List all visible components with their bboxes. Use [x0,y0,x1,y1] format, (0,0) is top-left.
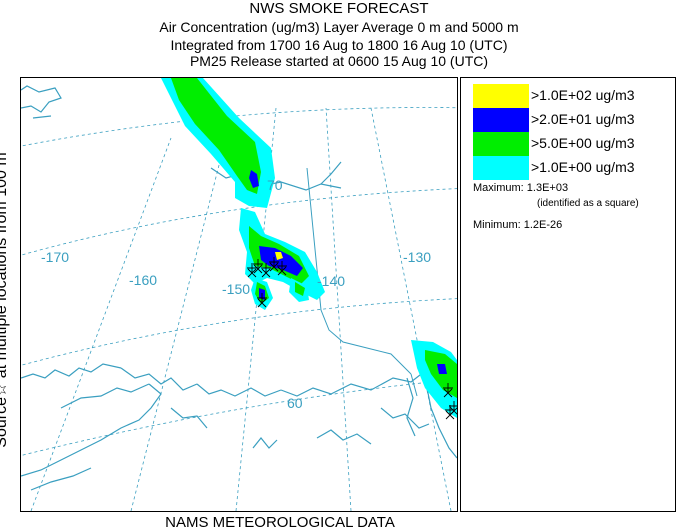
lat-label-60: 60 [287,395,303,411]
lon-label-140: -140 [317,273,345,289]
subtitle-concentration: Air Concentration (ug/m3) Layer Average … [159,19,519,35]
legend-label-1: >1.0E+00 ug/m3 [531,159,635,175]
subtitle-release-start: PM25 Release started at 0600 15 Aug 10 (… [189,53,489,69]
legend-swatch-yellow [473,84,529,108]
map-panel: -170 -160 -150 -140 -130 70 60 [20,77,458,512]
smoke-plume-east [411,340,457,418]
subtitle-integration-period: Integrated from 1700 16 Aug to 1800 16 A… [170,37,508,53]
minimum-value: Minimum: 1.2E-26 [473,219,563,231]
source-location-label: Source☆ at multiple locations from 100 m [0,152,10,448]
lon-label-130: -130 [403,249,431,265]
legend-label-100: >1.0E+02 ug/m3 [531,87,635,103]
source-markers [247,257,457,420]
lon-label-170: -170 [41,249,69,265]
maximum-value: Maximum: 1.3E+03 [473,182,569,194]
legend-swatch-green [473,132,529,156]
legend-label-5: >5.0E+00 ug/m3 [531,135,635,151]
lat-label-70: 70 [267,177,283,193]
lon-label-150: -150 [222,281,250,297]
smoke-plume-north [161,78,275,208]
side-label-container: Source☆ at multiple locations from 100 m [0,152,16,447]
legend-swatch-blue [473,108,529,132]
lon-label-160: -160 [129,272,157,288]
legend-label-20: >2.0E+01 ug/m3 [531,111,635,127]
maximum-note: (identified as a square) [537,198,639,209]
alaska-canada-border [306,167,418,397]
forecast-title: NWS SMOKE FORECAST [249,0,429,17]
smoke-map: -170 -160 -150 -140 -130 70 60 [21,78,457,511]
legend-swatch-cyan [473,156,529,180]
legend-panel: >1.0E+02 ug/m3 >2.0E+01 ug/m3 >5.0E+00 u… [460,77,676,512]
meteorological-data-label: NAMS METEOROLOGICAL DATA [165,514,395,531]
